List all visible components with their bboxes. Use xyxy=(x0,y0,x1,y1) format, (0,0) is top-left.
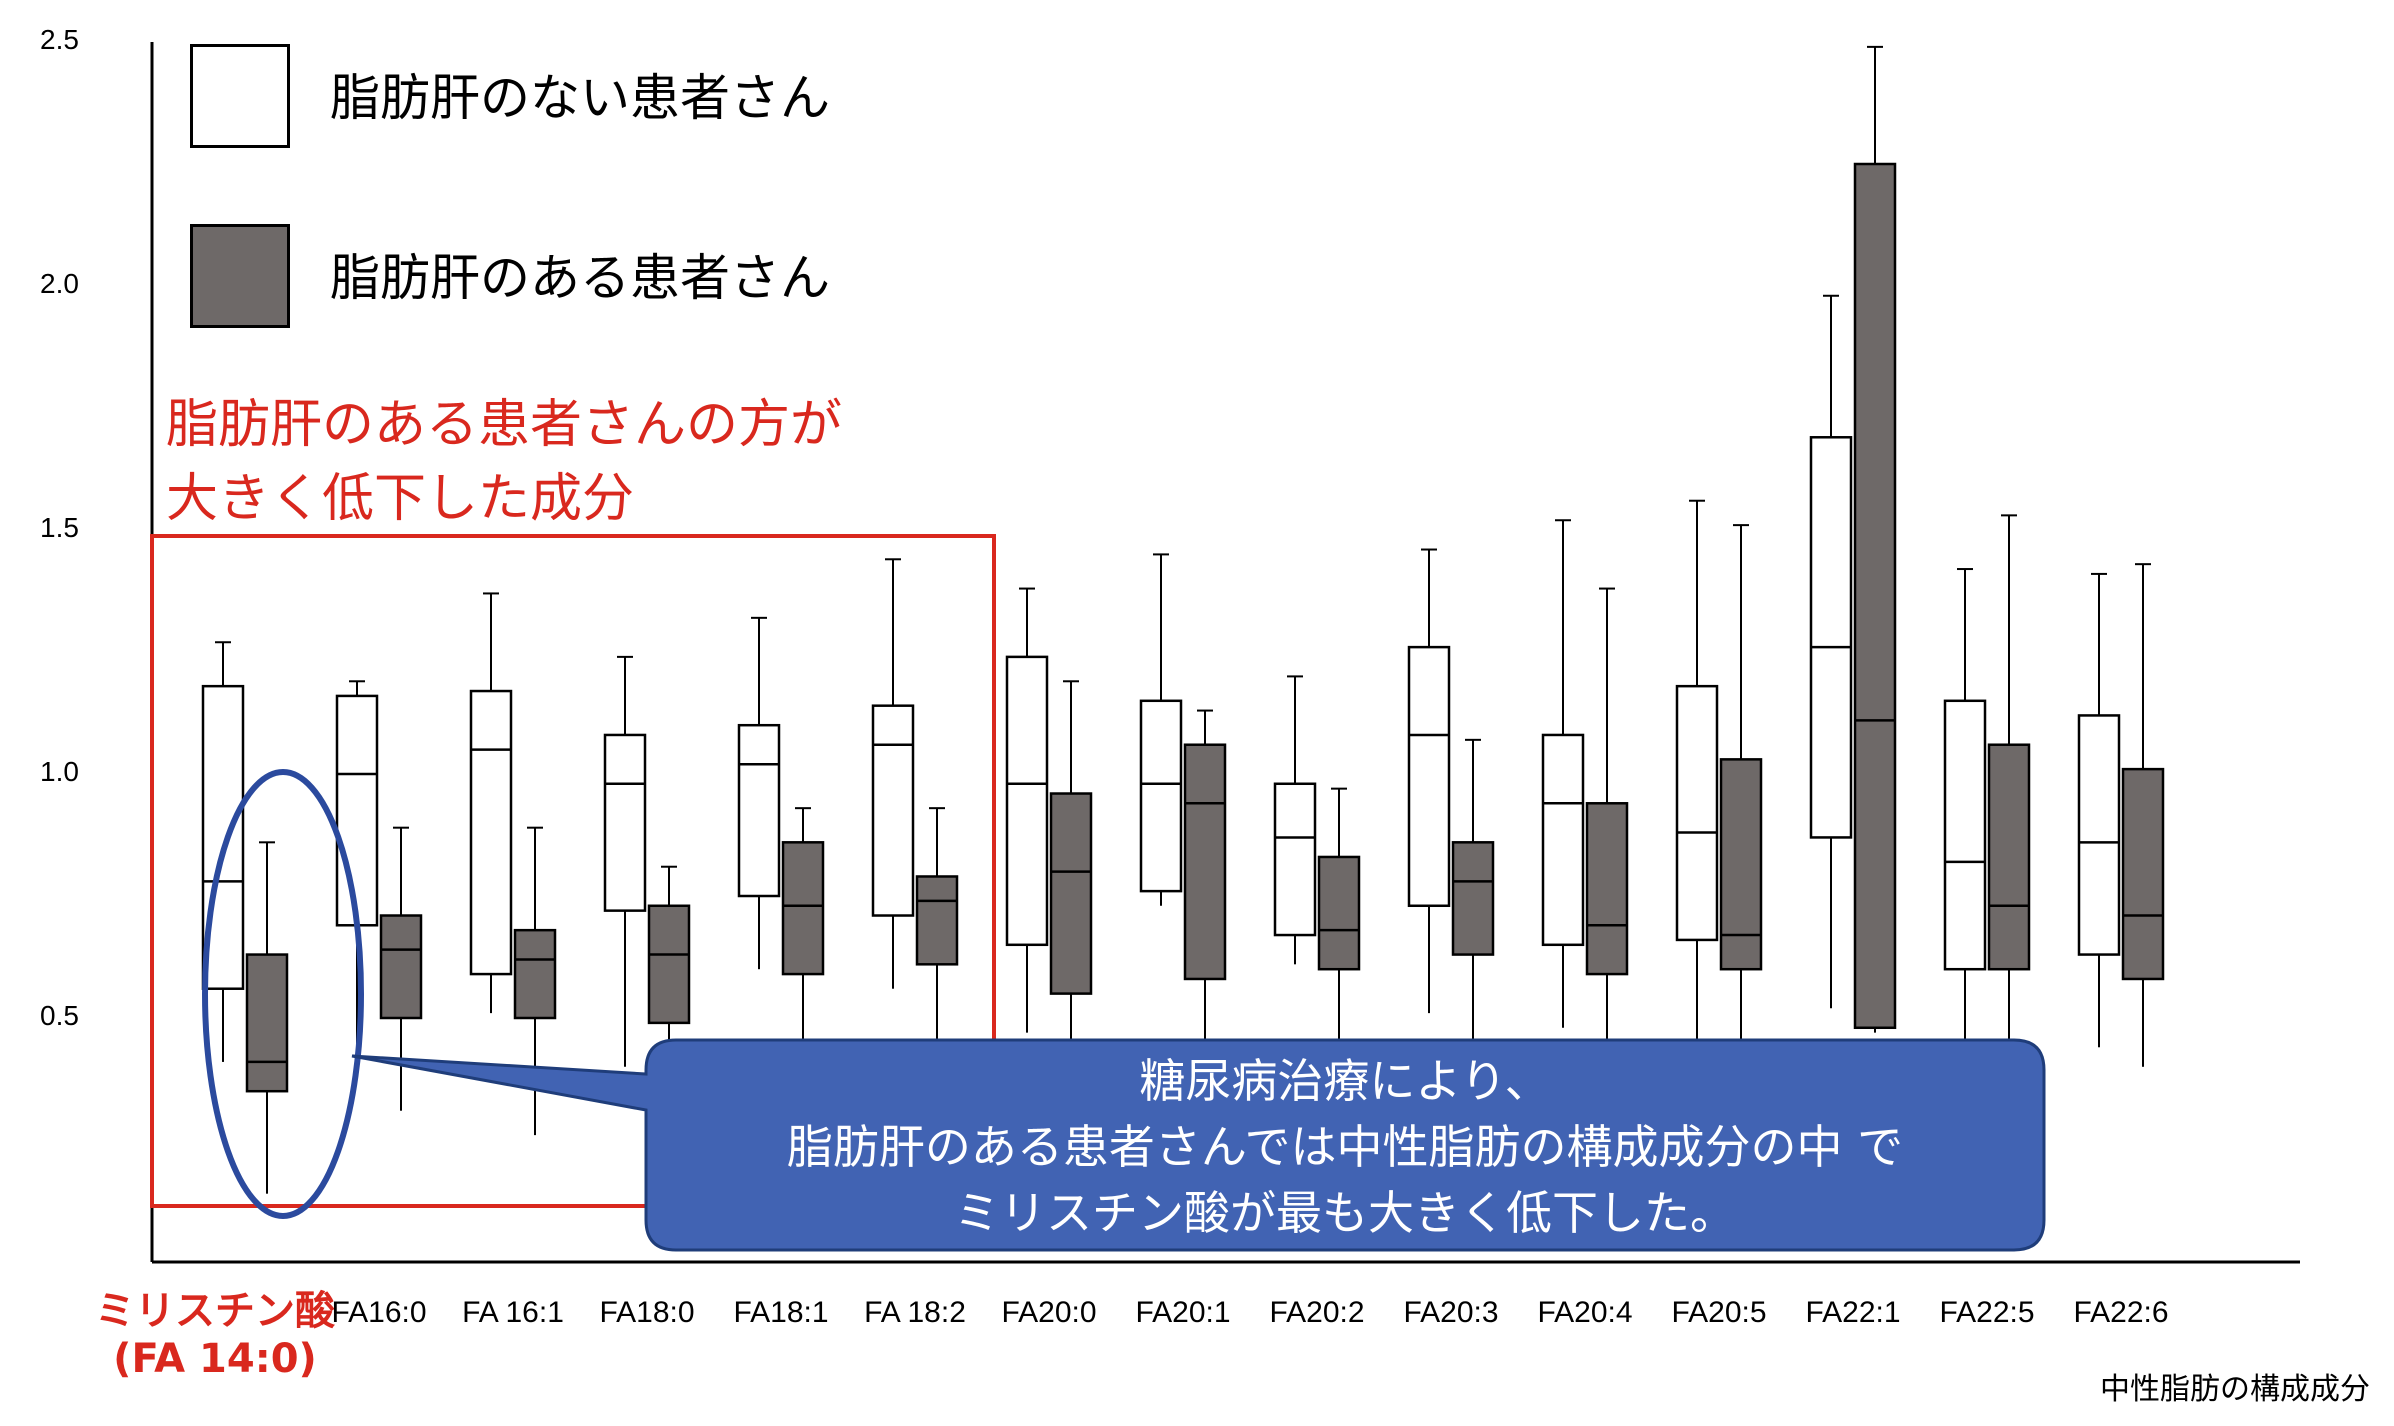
y-tick-label: 2.5 xyxy=(40,24,79,55)
x-tick-label: FA22:6 xyxy=(2073,1296,2169,1329)
box-body xyxy=(1273,782,1317,937)
box-body xyxy=(1005,655,1049,947)
x-tick-label: FA18:0 xyxy=(599,1296,695,1329)
box-body xyxy=(1541,733,1585,947)
x-tick-label-line1: ミリスチン酸 xyxy=(95,1288,335,1334)
box-body xyxy=(1585,802,1629,976)
legend-swatch-open xyxy=(190,44,290,148)
box-body xyxy=(737,723,781,898)
highlight-caption-line1: 脂肪肝のある患者さんの方が xyxy=(166,395,843,455)
box-fatty-liver-2 xyxy=(379,826,423,1111)
box-body xyxy=(1317,855,1361,971)
x-tick-label: FA20:5 xyxy=(1671,1296,1767,1329)
x-tick-label-line2: (FA 14:0) xyxy=(113,1336,317,1382)
box-fatty-liver-10 xyxy=(1451,738,1495,1048)
box-body xyxy=(871,704,915,917)
highlight-caption-line2: 大きく低下した成分 xyxy=(166,469,635,529)
box-fatty-liver-14 xyxy=(1987,514,2031,1067)
legend-label-no-fatty-liver: 脂肪肝のない患者さん xyxy=(330,69,830,127)
x-tick-label: FA20:1 xyxy=(1135,1296,1231,1329)
box-body xyxy=(781,841,825,976)
box-no-fatty-liver-8 xyxy=(1139,553,1183,906)
box-body xyxy=(245,953,289,1093)
box-fatty-liver-12 xyxy=(1719,524,1763,1048)
x-tick-label: FA20:3 xyxy=(1403,1296,1499,1329)
legend-label-fatty-liver: 脂肪肝のある患者さん xyxy=(330,249,830,307)
box-body xyxy=(1809,436,1853,839)
box-fatty-liver-13 xyxy=(1853,45,1897,1033)
box-no-fatty-liver-14 xyxy=(1943,568,1987,1048)
callout-text-line3: ミリスチン酸が最も大きく低下した。 xyxy=(954,1186,1736,1240)
box-no-fatty-liver-10 xyxy=(1407,548,1451,1014)
box-body xyxy=(2121,767,2165,981)
box-body xyxy=(1987,743,2031,971)
x-tick-label: FA20:0 xyxy=(1001,1296,1097,1329)
box-body xyxy=(1407,645,1451,908)
x-tick-label-highlight: ミリスチン酸 (FA 14:0) xyxy=(80,1278,350,1382)
x-tick-label: FA 16:1 xyxy=(462,1296,564,1329)
box-body xyxy=(1139,699,1183,893)
callout-bubble xyxy=(351,1038,2046,1252)
box-body xyxy=(513,928,557,1020)
y-tick-label: 1.5 xyxy=(40,512,79,543)
x-tick-label: FA20:4 xyxy=(1537,1296,1633,1329)
box-fatty-liver-15 xyxy=(2121,563,2165,1067)
box-no-fatty-liver-4 xyxy=(603,655,647,1067)
callout-text-line1: 糖尿病治療により、 xyxy=(1139,1054,1551,1108)
box-no-fatty-liver-6 xyxy=(871,558,915,989)
box-no-fatty-liver-13 xyxy=(1809,294,1853,1009)
box-body xyxy=(379,914,423,1020)
box-body xyxy=(1675,684,1719,942)
box-no-fatty-liver-11 xyxy=(1541,519,1585,1028)
box-fatty-liver-8 xyxy=(1183,709,1227,1048)
box-no-fatty-liver-9 xyxy=(1273,675,1317,965)
x-tick-label: FA22:1 xyxy=(1805,1296,1901,1329)
box-body xyxy=(335,694,379,927)
box-body xyxy=(647,904,691,1025)
x-tick-label: FA20:2 xyxy=(1269,1296,1365,1329)
box-fatty-liver-6 xyxy=(915,807,959,1067)
box-body xyxy=(1451,841,1495,956)
x-tick-label: FA22:5 xyxy=(1939,1296,2035,1329)
myristic-acid-ellipse xyxy=(202,769,364,1219)
x-tick-label: FA16:0 xyxy=(331,1296,427,1329)
box-body xyxy=(1049,792,1093,995)
box-body xyxy=(1183,743,1227,981)
box-body xyxy=(915,875,959,966)
box-fatty-liver-4 xyxy=(647,865,691,1116)
callout-text-line2: 脂肪肝のある患者さんでは中性脂肪の構成成分の中 で xyxy=(786,1120,1904,1174)
y-tick-label: 1.0 xyxy=(40,756,79,787)
box-no-fatty-liver-7 xyxy=(1005,587,1049,1033)
legend-swatch-filled xyxy=(190,224,290,328)
x-tick-label: FA18:1 xyxy=(733,1296,829,1329)
box-body xyxy=(1719,758,1763,971)
box-body xyxy=(2077,714,2121,956)
box-fatty-liver-9 xyxy=(1317,787,1361,1067)
box-no-fatty-liver-3 xyxy=(469,592,513,1014)
highlight-frame xyxy=(150,534,996,1208)
x-axis-label: 中性脂肪の構成成分 xyxy=(2100,1372,2370,1407)
box-fatty-liver-11 xyxy=(1585,587,1629,1048)
box-body xyxy=(603,733,647,912)
box-no-fatty-liver-2 xyxy=(335,680,379,1048)
box-fatty-liver-1 xyxy=(245,841,289,1194)
box-body xyxy=(1943,699,1987,971)
box-body xyxy=(1853,162,1897,1030)
x-tick-label: FA 18:2 xyxy=(864,1296,966,1329)
box-body xyxy=(469,689,513,976)
box-no-fatty-liver-12 xyxy=(1675,499,1719,1043)
box-group xyxy=(201,45,2165,1194)
box-fatty-liver-7 xyxy=(1049,680,1093,1067)
y-tick-label: 2.0 xyxy=(40,268,79,299)
y-tick-label: 0.5 xyxy=(40,1000,79,1031)
box-no-fatty-liver-5 xyxy=(737,616,781,970)
box-no-fatty-liver-15 xyxy=(2077,572,2121,1048)
